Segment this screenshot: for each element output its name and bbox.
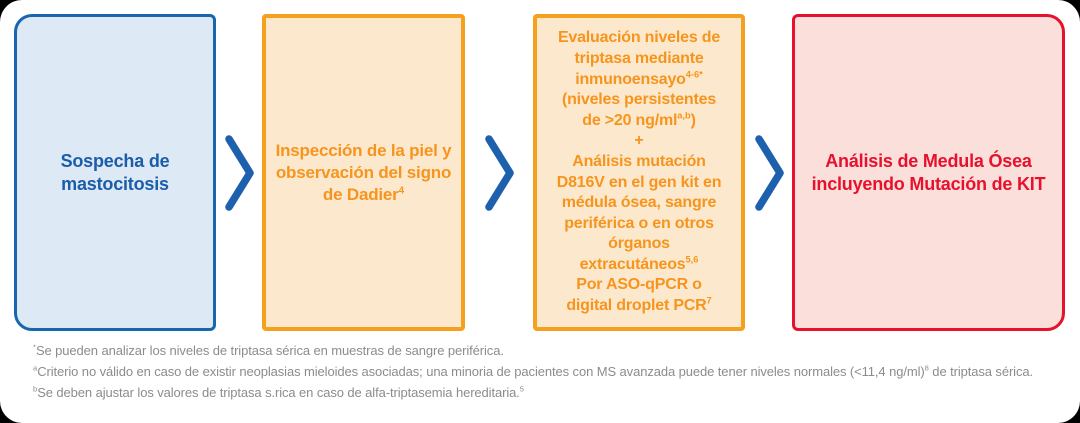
box-text-line: de >20 ng/mla,b)	[582, 110, 696, 129]
flow-connector	[745, 14, 792, 331]
box-text: Inspección de la piel y observación del s…	[266, 140, 461, 206]
chevron-right-icon	[754, 134, 784, 211]
box-text-line: Análisis mutación	[572, 152, 706, 170]
footnotes: *Se pueden analizar los niveles de tript…	[33, 340, 1053, 403]
box-text-line: observación del signo	[275, 162, 452, 182]
box-text-line: +	[634, 132, 644, 150]
box-text-line: extracutáneos5,6	[579, 254, 699, 273]
box-text-line: digital droplet PCR7	[566, 295, 712, 315]
box-text: Evaluación niveles de triptasa mediante in…	[537, 28, 741, 316]
box-text-line: de Dadier4	[322, 184, 405, 204]
box-text: Análisis de Medula Ósea incluyendo Mutaci…	[795, 150, 1062, 196]
box-text-line: órganos	[608, 235, 670, 253]
flow-connector	[465, 14, 533, 331]
box-text-line: Evaluación niveles de	[557, 29, 721, 47]
chevron-right-icon	[485, 134, 514, 211]
box-text-line: (niveles persistentes	[561, 91, 717, 109]
box-text-line: mastocitosis	[61, 173, 169, 194]
box-text-line: Análisis de Medula Ósea	[825, 150, 1032, 171]
footnote-line: bSe deben ajustar los valores de triptas…	[33, 384, 524, 400]
chevron-right-icon	[225, 134, 254, 211]
box-text-line: Sospecha de	[60, 150, 170, 171]
box-text-line: inmunoensayo4-6*	[575, 69, 703, 88]
flow-box-inspeccion-piel: Inspección de la piel y observación del s…	[262, 14, 465, 331]
box-text-line: triptasa mediante	[574, 49, 704, 67]
footnote-line: aCriterio no válido en caso de existir n…	[33, 363, 1034, 379]
flow-box-sospecha-mastocitosis: Sospecha de mastocitosis	[14, 14, 216, 331]
flow-box-analisis-medula-osea: Análisis de Medula Ósea incluyendo Mutaci…	[792, 14, 1065, 331]
flow-box-evaluacion-triptasa: Evaluación niveles de triptasa mediante in…	[533, 14, 745, 331]
box-text-line: incluyendo Mutación de KIT	[811, 173, 1046, 194]
flow-diagram: Sospecha de mastocitosis Inspección de la…	[14, 14, 1065, 331]
footnote-line: *Se pueden analizar los niveles de tript…	[33, 342, 504, 358]
box-text-line: médula ósea, sangre	[561, 194, 717, 212]
box-text-line: periférica o en otros	[564, 214, 714, 232]
flow-connector	[216, 14, 262, 331]
box-text-line: Por ASO-qPCR o	[576, 276, 702, 294]
box-text-line: Inspección de la piel y	[275, 140, 452, 160]
box-text: Sospecha de mastocitosis	[17, 150, 213, 196]
box-text-line: D816V en el gen kit en	[556, 173, 722, 191]
